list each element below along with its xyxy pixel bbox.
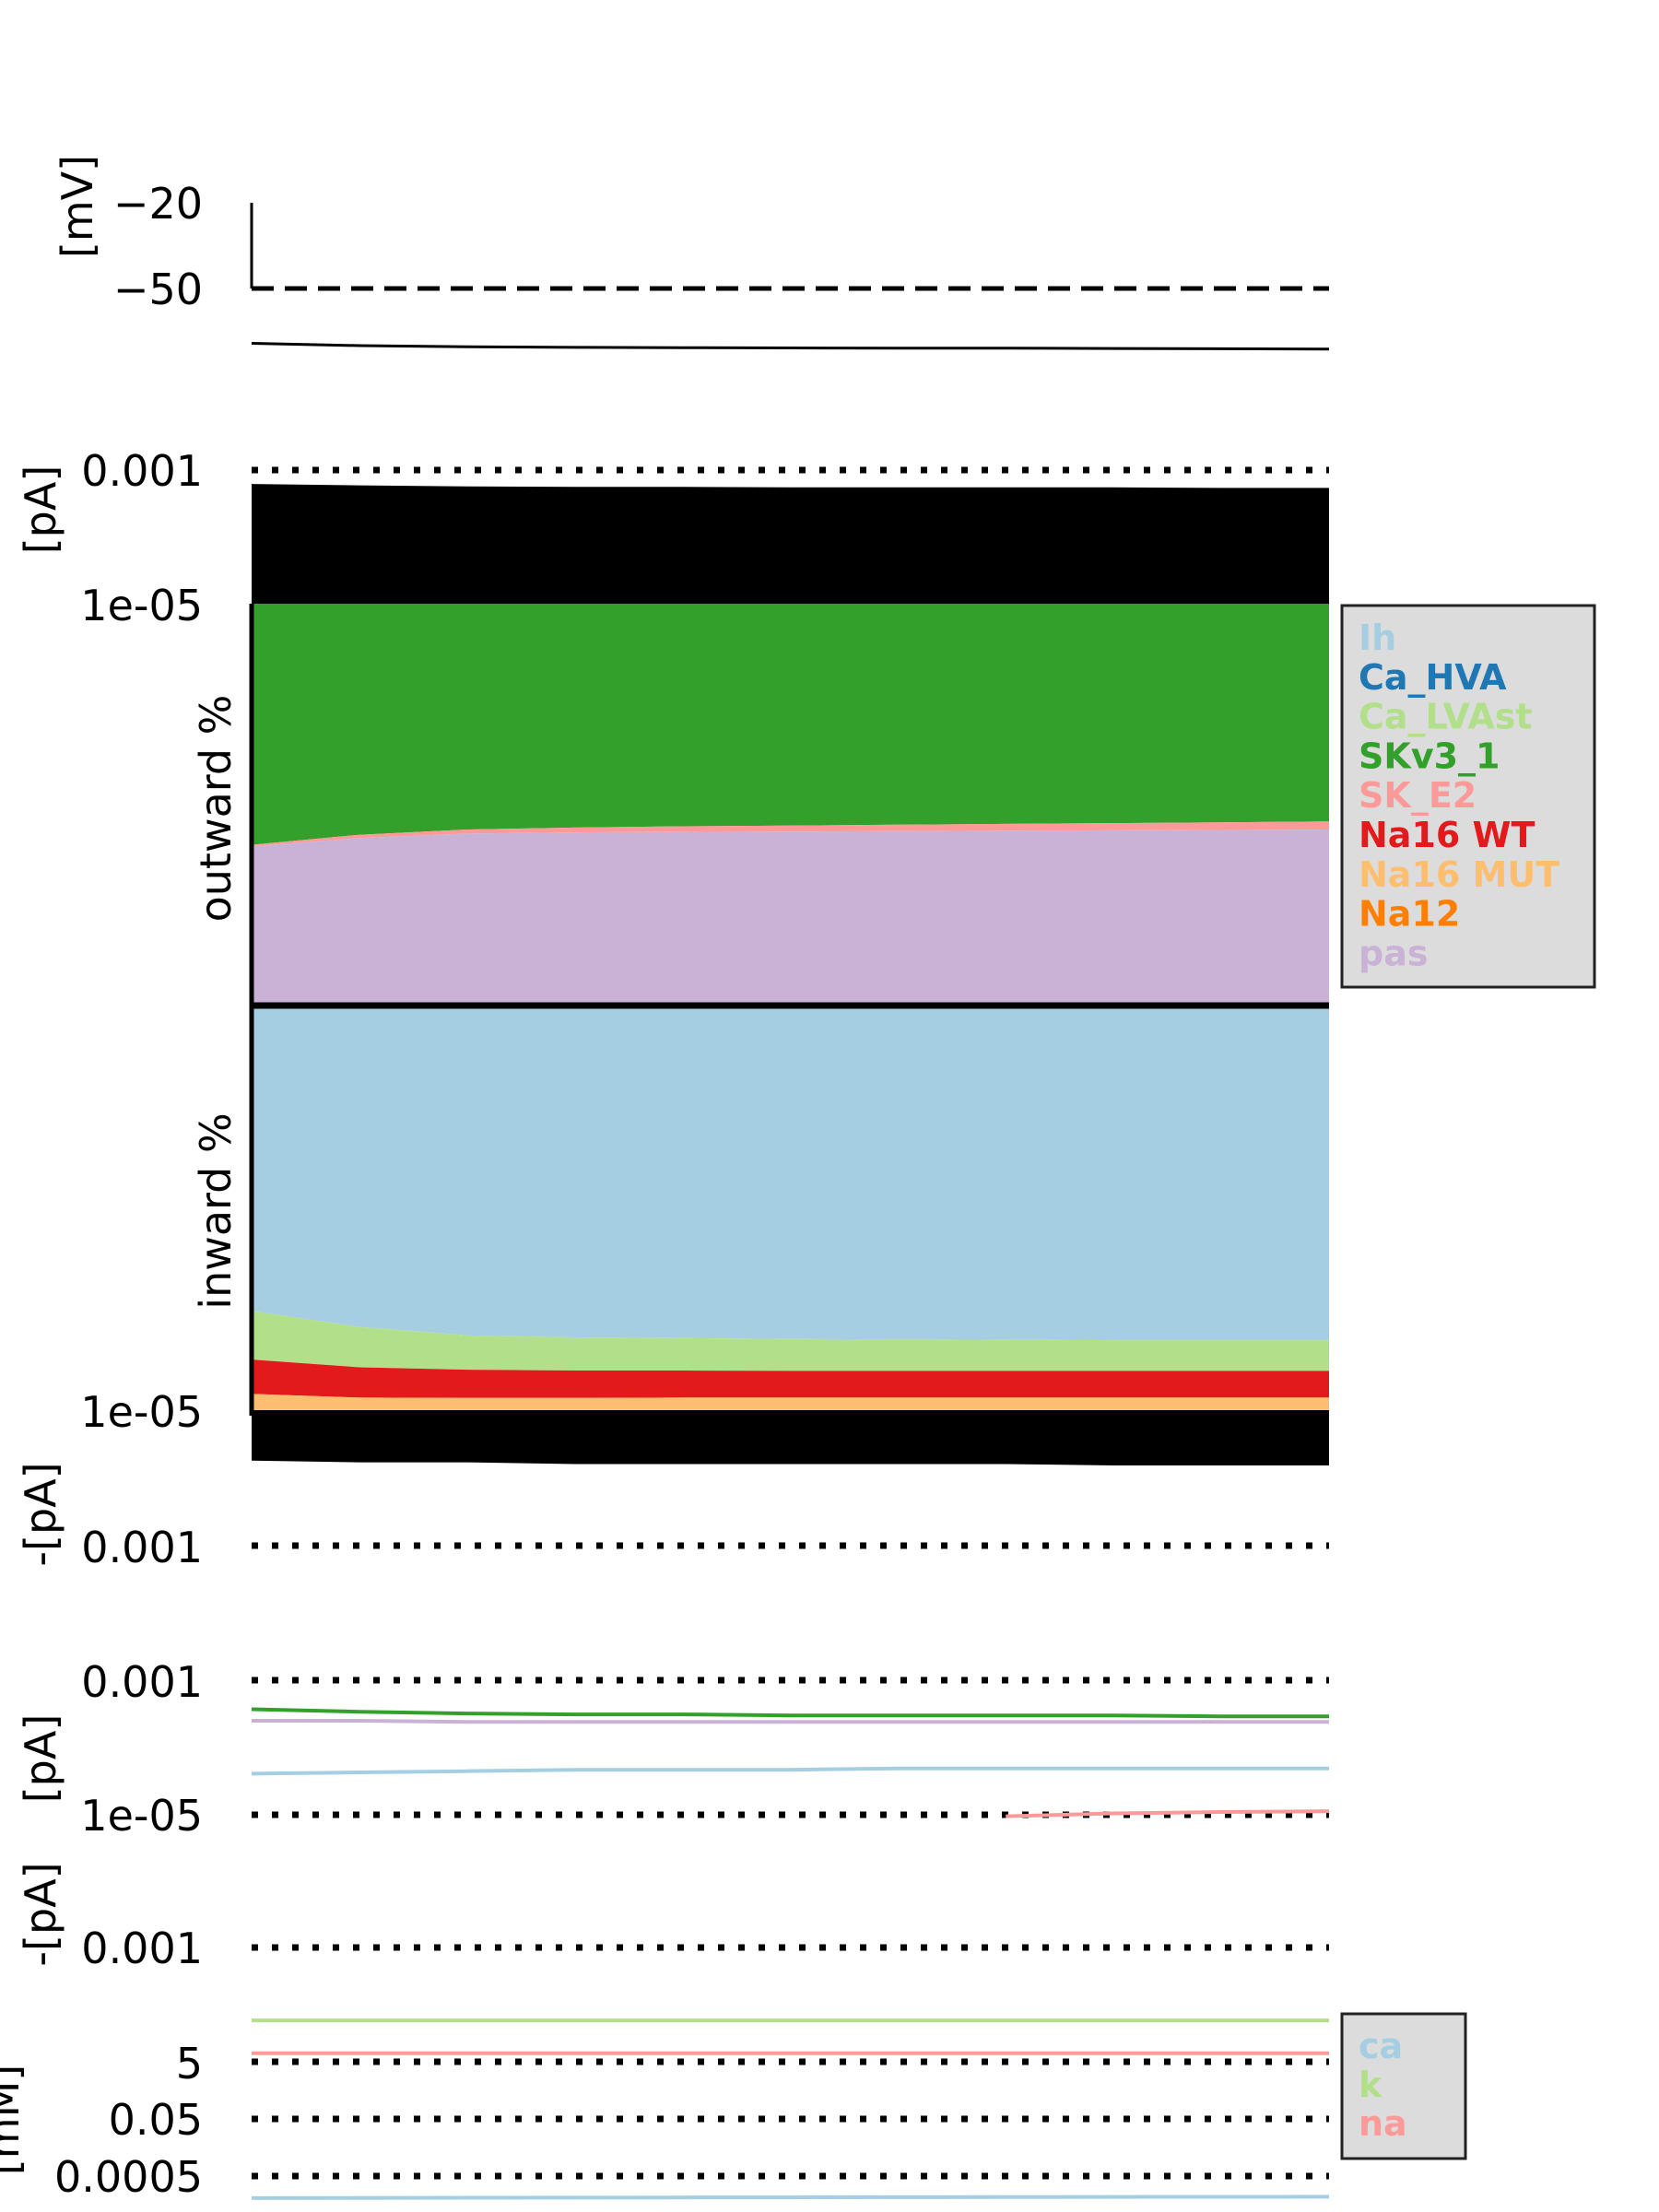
inward-area-na16-mut	[252, 1394, 1329, 1410]
currentscape-top-tick-0: 0.001	[81, 446, 203, 496]
current-line-skv3-1	[251, 1707, 1329, 1719]
currents-top-ylabel: [pA]	[16, 1714, 65, 1804]
inward-percent-stack	[252, 1006, 1329, 1410]
outward-area-pas	[252, 830, 1329, 1006]
currents-bottom-tick-0: 0.001	[81, 1924, 203, 1973]
currentscape-legend-item-pas: pas	[1359, 933, 1428, 973]
currentscape-bottom-ylabel: -[pA]	[16, 1462, 65, 1566]
current-line-sk-e2	[1006, 1809, 1330, 1818]
conc-line-ca	[251, 2194, 1330, 2200]
currentscape-legend-item-skv3-1: SKv3_1	[1359, 735, 1500, 776]
currents-panel: [pA] 0.001 1e-05 -[pA] 0.001	[16, 1657, 1330, 1973]
outward-percent-stack	[252, 604, 1329, 1006]
voltage-tick-top: −20	[113, 179, 203, 229]
currentscape-legend-item-na16-wt: Na16 WT	[1359, 815, 1535, 855]
voltage-panel: [mV] −20 −50	[53, 155, 1330, 351]
currentscape-legend-item-na16-mut: Na16 MUT	[1359, 854, 1559, 895]
currentscape-bottom-tick-1: 0.001	[81, 1523, 203, 1572]
outward-area-sk-e2	[252, 821, 1329, 847]
voltage-trace	[251, 342, 1330, 351]
voltage-ylabel: [mV]	[53, 155, 102, 258]
inward-area-ca-lvast	[252, 1311, 1329, 1371]
conc-legend-item-na: na	[1359, 2103, 1407, 2144]
conc-legend-item-ca: ca	[1359, 2026, 1403, 2066]
currentscape-legend-item-na12: Na12	[1359, 894, 1460, 935]
currentscape-panel: [pA] 0.001 1e-05 outward % inward % 1e-0…	[16, 446, 1596, 1572]
concentrations-tick-0: 5	[176, 2039, 203, 2088]
currentscape-top-ylabel: [pA]	[16, 465, 65, 555]
inward-area-na16-wt	[252, 1359, 1329, 1398]
concentrations-tick-1: 0.05	[109, 2095, 203, 2145]
currentscape-top-tick-1: 1e-05	[80, 581, 203, 630]
concentrations-legend-box	[1340, 2012, 1467, 2160]
outward-percent-label: outward %	[191, 695, 241, 923]
outward-area-skv3-1	[252, 604, 1329, 845]
outward-total-area	[252, 484, 1329, 604]
current-line-pas	[252, 1719, 1329, 1724]
conc-legend-item-k: k	[1359, 2065, 1382, 2105]
inward-total-area	[252, 1410, 1329, 1465]
currentscape-legend-item-ca-hva: Ca_HVA	[1359, 657, 1507, 698]
current-line-ih	[251, 1766, 1329, 1776]
currentscape-legend-item-sk-e2: SK_E2	[1359, 775, 1477, 816]
inward-percent-label: inward %	[191, 1112, 241, 1309]
currentscape-legend-box	[1340, 604, 1596, 989]
concentrations-tick-2: 0.0005	[54, 2152, 203, 2202]
inward-area-ih	[252, 1006, 1329, 1341]
currentscape-legend-item-ih: Ih	[1359, 618, 1396, 658]
currents-top-tick-0: 0.001	[81, 1657, 203, 1707]
currentscape-legend-item-ca-lvast: Ca_LVAst	[1359, 697, 1533, 737]
concentrations-ylabel: [mM]	[0, 2065, 29, 2175]
currents-top-tick-1: 1e-05	[80, 1791, 203, 1841]
currents-bottom-ylabel: -[pA]	[16, 1862, 65, 1966]
voltage-tick-bottom: −50	[113, 265, 203, 314]
currentscape-bottom-tick-0: 1e-05	[80, 1387, 203, 1437]
